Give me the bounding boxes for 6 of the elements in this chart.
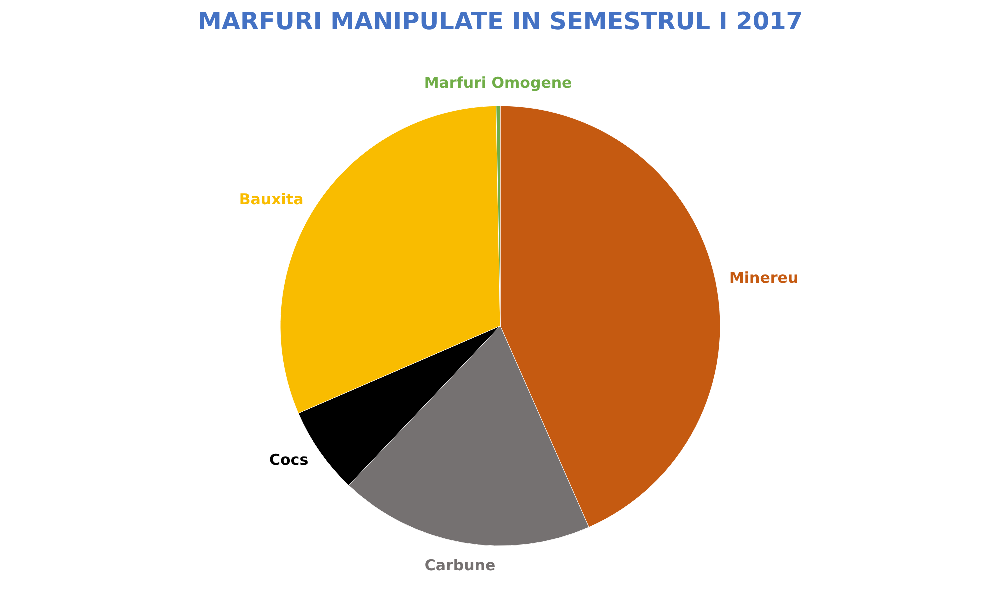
slice-label: Cocs bbox=[270, 451, 309, 470]
slice-label: Carbune bbox=[424, 556, 496, 575]
slice-label: Bauxita bbox=[239, 190, 304, 208]
slice-label: Minereu bbox=[729, 268, 799, 287]
slice-label: Marfuri Omogene bbox=[424, 74, 572, 92]
chart-title: MARFURI MANIPULATE IN SEMESTRUL I 2017 bbox=[198, 8, 803, 36]
